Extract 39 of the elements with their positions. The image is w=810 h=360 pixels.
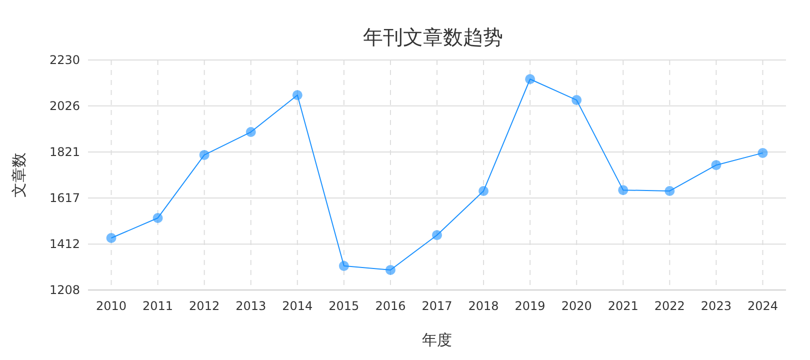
x-tick-label: 2016 [375, 299, 406, 313]
point [572, 95, 582, 106]
point [758, 148, 768, 158]
point [664, 186, 675, 196]
x-tick-label: 2019 [514, 299, 546, 313]
point [478, 186, 489, 196]
chart-title: 年刊文章数趋势 [363, 25, 503, 49]
x-tick-label: 2018 [468, 299, 499, 313]
point [711, 160, 722, 170]
y-axis-title: 文章数 [10, 152, 28, 198]
x-tick-label: 2012 [189, 299, 220, 313]
y-tick-label: 1821 [49, 145, 80, 160]
x-tick-label: 2011 [142, 299, 174, 313]
point [152, 212, 163, 223]
x-tick-label: 2015 [328, 299, 360, 313]
point [432, 230, 442, 240]
point [199, 150, 210, 160]
x-tick-label: 2013 [236, 299, 266, 313]
point [618, 185, 628, 196]
x-tick-label: 2022 [654, 299, 685, 313]
point [525, 74, 536, 84]
y-tick-label: 2026 [49, 98, 80, 113]
point [106, 233, 116, 244]
y-tick-label: 1412 [49, 237, 80, 252]
point [385, 264, 396, 275]
x-tick-label: 2017 [422, 299, 452, 313]
x-tick-label: 2021 [608, 299, 638, 313]
y-tick-label: 1617 [49, 190, 80, 205]
x-tick-label: 2010 [96, 299, 127, 313]
y-tick-label: 2230 [49, 53, 80, 67]
x-axis-title: 年度 [422, 331, 452, 349]
point [292, 90, 302, 100]
y-tick-label: 1208 [49, 283, 80, 297]
point [338, 260, 349, 271]
x-tick-label: 2023 [700, 299, 732, 313]
x-tick-label: 2024 [747, 299, 778, 313]
x-tick-label: 2020 [561, 299, 592, 313]
x-tick-label: 2014 [282, 299, 313, 313]
point [246, 127, 256, 138]
